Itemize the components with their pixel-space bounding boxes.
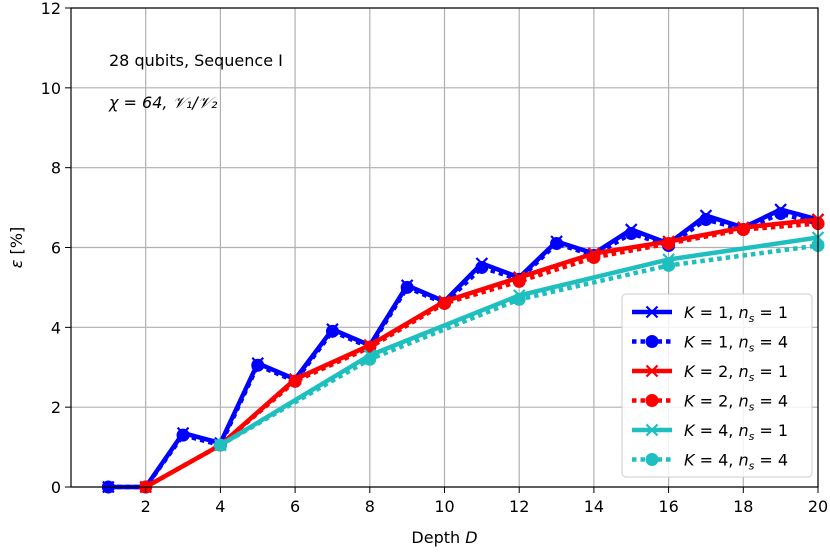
legend-item: K = 1, ns = 4 (632, 333, 788, 355)
data-point (176, 428, 190, 442)
annotations: 28 qubits, Sequence I χ = 64, 𝒱₁/𝒱₂ (108, 51, 283, 112)
x-tick-label: 20 (808, 497, 828, 516)
series-line (144, 221, 819, 489)
legend-label: K = 2, ns = 4 (684, 392, 788, 414)
legend-item: K = 1, ns = 1 (632, 303, 788, 325)
data-point (251, 358, 265, 372)
series-6 (213, 239, 825, 452)
annotation-title: 28 qubits, Sequence I (109, 51, 283, 70)
y-tick-label: 10 (41, 79, 61, 98)
ticks: 2 4 6 8 10 12 14 16 18 20 0 2 4 6 8 10 12 (41, 0, 829, 516)
series-4 (139, 217, 825, 494)
legend-label: K = 1, ns = 1 (684, 303, 788, 325)
data-point (512, 274, 526, 288)
legend-item: K = 2, ns = 1 (632, 362, 788, 384)
legend-marker (645, 305, 659, 319)
legend: K = 1, ns = 1 K = 1, ns = 4 K = 2, ns = 1 K… (621, 293, 813, 478)
x-tick-label: 2 (141, 497, 151, 516)
data-point (438, 296, 451, 310)
series-line (108, 211, 819, 490)
legend-marker (645, 423, 659, 437)
y-tick-label: 6 (51, 239, 61, 258)
legend-marker (645, 394, 659, 407)
legend-marker (645, 364, 659, 378)
x-tick-label: 6 (290, 497, 300, 516)
legend-marker (645, 453, 659, 466)
data-point (213, 438, 227, 452)
data-point (587, 250, 601, 264)
y-axis-label: ε [%] (7, 227, 26, 268)
data-point (624, 227, 638, 241)
data-point (400, 280, 414, 294)
x-tick-label: 12 (509, 497, 529, 516)
legend-marker (645, 335, 659, 348)
data-point (475, 260, 489, 274)
data-point (288, 374, 302, 388)
annotation-params: χ = 64, 𝒱₁/𝒱₂ (108, 93, 218, 112)
legend-label: K = 4, ns = 1 (684, 421, 788, 443)
data-point (550, 237, 564, 251)
legend-label: K = 2, ns = 1 (684, 362, 788, 384)
data-point (736, 223, 750, 237)
x-tick-label: 14 (584, 497, 604, 516)
data-point (662, 258, 676, 272)
data-point (699, 213, 713, 227)
x-tick-label: 16 (658, 497, 678, 516)
x-tick-label: 18 (733, 497, 753, 516)
axis-labels: Depth D ε [%] (7, 227, 478, 547)
legend-item: K = 4, ns = 4 (632, 451, 788, 473)
data-point (512, 292, 526, 306)
x-tick-label: 8 (365, 497, 375, 516)
y-tick-label: 0 (51, 478, 61, 497)
y-tick-label: 8 (51, 159, 61, 178)
y-tick-label: 12 (41, 0, 61, 18)
legend-label: K = 4, ns = 4 (684, 451, 788, 473)
x-tick-label: 4 (215, 497, 225, 516)
data-point (774, 207, 788, 221)
legend-item: K = 4, ns = 1 (632, 421, 788, 443)
legend-item: K = 2, ns = 4 (632, 392, 788, 414)
data-point (363, 352, 377, 366)
x-axis-label: Depth D (411, 528, 477, 547)
x-tick-label: 10 (434, 497, 454, 516)
series-group (101, 203, 825, 494)
data-point (662, 237, 676, 251)
y-tick-label: 2 (51, 398, 61, 417)
y-tick-label: 4 (51, 318, 61, 337)
legend-label: K = 1, ns = 4 (684, 333, 788, 355)
data-point (325, 324, 339, 338)
